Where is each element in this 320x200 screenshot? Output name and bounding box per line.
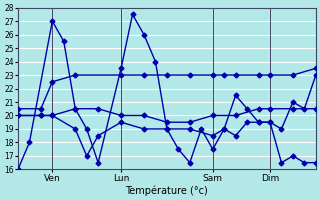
X-axis label: Température (°c): Température (°c) (125, 185, 208, 196)
